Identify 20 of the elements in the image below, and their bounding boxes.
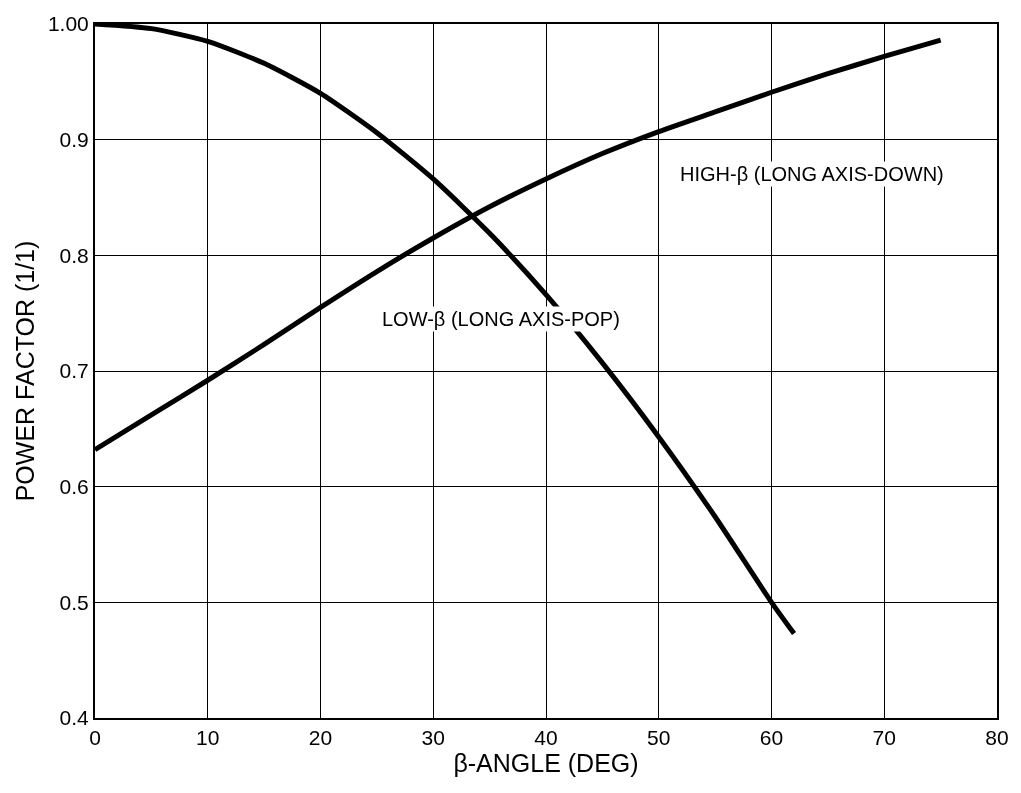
y-tick-label: 0.7	[59, 359, 89, 383]
x-tick-label: 30	[421, 726, 445, 750]
y-axis-title: POWER FACTOR (1/1)	[11, 240, 40, 502]
y-tick-label: 0.5	[59, 590, 89, 614]
x-tick-label: 80	[985, 726, 1009, 750]
x-tick-label: 10	[196, 726, 220, 750]
x-tick-label: 70	[872, 726, 896, 750]
x-tick-label: 40	[534, 726, 558, 750]
x-tick-label: 0	[89, 726, 101, 750]
x-axis-title: β-ANGLE (DEG)	[453, 749, 639, 778]
x-tick-label: 20	[308, 726, 333, 750]
x-tick-label: 60	[759, 726, 784, 750]
y-tick-label: 0.6	[59, 475, 89, 499]
series-label: HIGH-β (LONG AXIS-DOWN)	[680, 163, 944, 185]
y-tick-label: 0.9	[59, 128, 89, 152]
x-tick-label: 50	[647, 726, 671, 750]
y-tick-label: 0.8	[59, 243, 89, 267]
y-tick-label: 1.00	[47, 12, 89, 36]
y-tick-label: 0.4	[59, 706, 90, 730]
series-label: LOW-β (LONG AXIS-POP)	[382, 308, 620, 330]
